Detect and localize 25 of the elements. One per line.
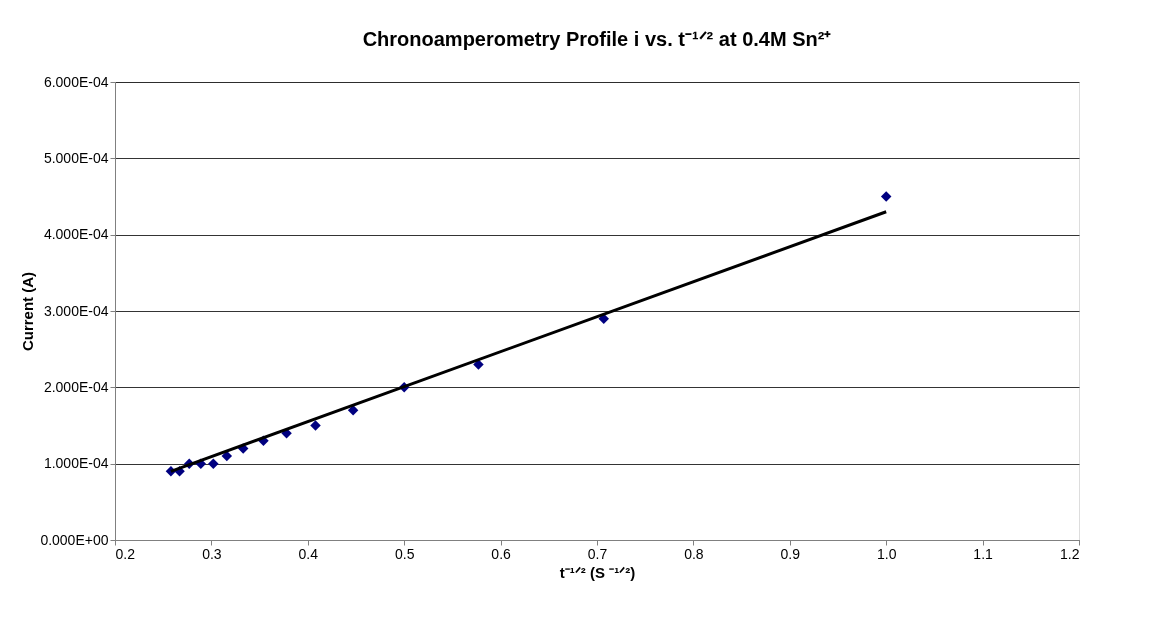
- x-tick-label: 0.2: [115, 545, 136, 562]
- y-tick-label: 2.000E-04: [43, 378, 109, 395]
- x-tick-label: 0.8: [684, 545, 704, 562]
- x-tick-label: 1.0: [876, 545, 897, 562]
- y-tick-label: 4.000E-04: [43, 226, 109, 243]
- y-tick-label: 3.000E-04: [43, 302, 109, 319]
- y-tick-label: 5.000E-04: [43, 149, 109, 166]
- x-tick-label: 0.7: [587, 545, 608, 562]
- point: [473, 359, 484, 370]
- point: [310, 420, 321, 431]
- x-tick-label: 0.4: [298, 545, 319, 562]
- point: [880, 191, 892, 202]
- x-tick-label: 0.9: [780, 545, 801, 562]
- y-tick-label: 0.000E+00: [40, 531, 109, 548]
- chart-title: Chronoamperometry Profile i vs. t⁻¹ᐟ² at 0.4M Sn²⁺: [362, 28, 832, 50]
- x-tick-label: 0.5: [394, 545, 415, 562]
- y-axis-title: Current (A): [19, 271, 37, 352]
- x-tick-label: 1.1: [973, 545, 994, 562]
- point: [208, 458, 219, 469]
- x-tick-label: 1.2: [1060, 545, 1080, 562]
- x-axis-title: t⁻¹ᐟ² (S ⁻¹ᐟ²): [559, 563, 636, 581]
- x-tick-label: 0.6: [491, 545, 512, 562]
- x-tick-label: 0.3: [202, 545, 222, 562]
- y-tick-label: 6.000E-04: [43, 73, 109, 90]
- y-tick-label: 1.000E-04: [43, 455, 109, 472]
